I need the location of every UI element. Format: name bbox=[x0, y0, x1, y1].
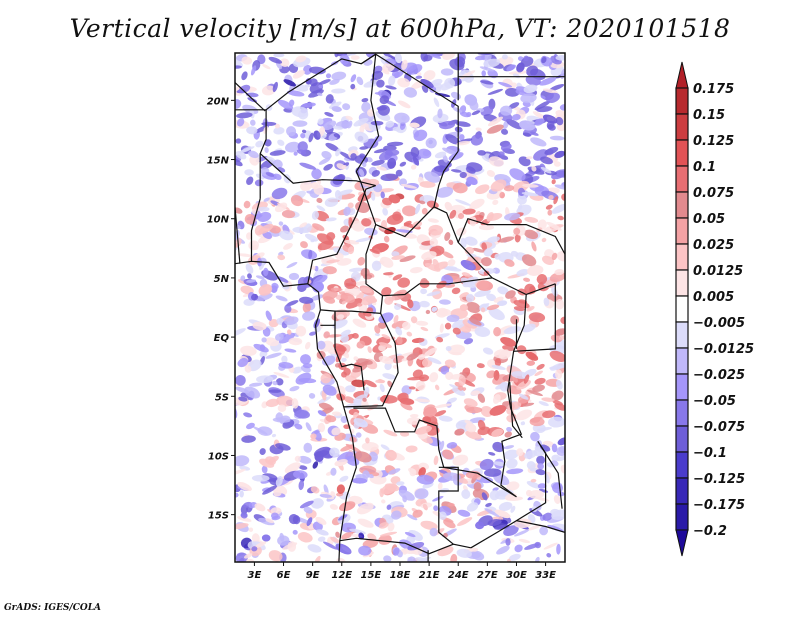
x-tick-label: 30E bbox=[506, 570, 527, 581]
colorbar-box bbox=[675, 295, 689, 323]
border-line bbox=[433, 150, 459, 208]
colorbar-box bbox=[675, 477, 689, 505]
border-line bbox=[235, 260, 357, 562]
border-line bbox=[339, 537, 454, 555]
x-tick-label: 33E bbox=[535, 570, 556, 581]
x-tick-label: 3E bbox=[248, 570, 262, 581]
y-tick-label: EQ bbox=[214, 333, 230, 344]
colorbar: 0.175 0.15 0.125 0.1 0.075 0.05 0.025 0.0125 0.0… bbox=[675, 61, 754, 557]
x-tick-label: 9E bbox=[306, 570, 320, 581]
colorbar-label: 0.175 bbox=[693, 82, 734, 97]
country-borders bbox=[235, 53, 565, 562]
colorbar-box bbox=[675, 269, 689, 297]
colorbar-max-arrow bbox=[675, 61, 689, 89]
y-tick-label: 20N bbox=[207, 96, 230, 107]
y-tick-label: 15N bbox=[207, 156, 230, 167]
colorbar-box bbox=[675, 217, 689, 245]
border-line bbox=[457, 217, 565, 255]
border-line bbox=[513, 283, 556, 352]
border-line bbox=[259, 109, 267, 199]
x-tick-label: 12E bbox=[331, 570, 352, 581]
colorbar-label: 0.0125 bbox=[693, 264, 743, 279]
colorbar-label: −0.05 bbox=[693, 394, 736, 409]
colorbar-box bbox=[675, 243, 689, 271]
colorbar-box bbox=[675, 451, 689, 479]
border-line bbox=[382, 277, 493, 297]
colorbar-label: −0.1 bbox=[693, 446, 727, 461]
y-tick-label: 10S bbox=[208, 451, 229, 462]
border-line bbox=[259, 153, 376, 187]
colorbar-box bbox=[675, 503, 689, 531]
y-tick-label: 10N bbox=[207, 215, 230, 226]
y-tick-label: 5N bbox=[214, 274, 230, 285]
border-line bbox=[355, 54, 380, 172]
colorbar-box bbox=[675, 87, 689, 115]
colorbar-label: 0.025 bbox=[693, 238, 734, 253]
border-line bbox=[307, 185, 376, 284]
border-line bbox=[360, 53, 459, 152]
colorbar-box bbox=[675, 113, 689, 141]
colorbar-box bbox=[675, 399, 689, 427]
colorbar-label: 0.15 bbox=[693, 108, 725, 123]
y-axis: 20N 15N 10N 5N EQ 5S 10S 15S bbox=[207, 96, 235, 522]
x-axis: 3E 6E 9E 12E 15E 18E 21E 24E 27E 30E 33E bbox=[248, 562, 556, 581]
y-tick-label: 15S bbox=[208, 511, 229, 522]
colorbar-label: −0.0125 bbox=[693, 342, 754, 357]
colorbar-label: 0.075 bbox=[693, 186, 734, 201]
border-line bbox=[334, 311, 365, 391]
x-tick-label: 6E bbox=[277, 570, 291, 581]
colorbar-label: −0.075 bbox=[693, 420, 745, 435]
border-line bbox=[250, 198, 261, 262]
border-line bbox=[355, 171, 556, 296]
colorbar-label: 0.005 bbox=[693, 290, 734, 305]
colorbar-label: −0.025 bbox=[693, 368, 745, 383]
velocity-field bbox=[235, 53, 565, 562]
border-line bbox=[353, 294, 527, 498]
grads-credit: GrADS: IGES/COLA bbox=[4, 603, 102, 613]
border-line bbox=[509, 382, 523, 439]
y-tick-label: 5S bbox=[215, 392, 229, 403]
border-line bbox=[516, 440, 547, 522]
chart-title: Vertical velocity [m/s] at 600hPa, VT: 2… bbox=[69, 14, 731, 43]
colorbar-box bbox=[675, 321, 689, 349]
x-tick-label: 24E bbox=[448, 570, 469, 581]
colorbar-label: −0.175 bbox=[693, 498, 745, 513]
colorbar-box bbox=[675, 373, 689, 401]
colorbar-label: 0.1 bbox=[693, 160, 716, 175]
colorbar-box bbox=[675, 191, 689, 219]
border-line bbox=[235, 206, 241, 264]
colorbar-box bbox=[675, 425, 689, 453]
colorbar-box bbox=[675, 139, 689, 167]
border-line bbox=[320, 224, 384, 315]
colorbar-label: 0.05 bbox=[693, 212, 725, 227]
colorbar-box bbox=[675, 347, 689, 375]
x-tick-label: 21E bbox=[419, 570, 440, 581]
border-line bbox=[343, 313, 399, 408]
colorbar-box bbox=[675, 165, 689, 193]
x-tick-label: 27E bbox=[477, 570, 498, 581]
border-line bbox=[235, 82, 266, 112]
colorbar-label: −0.2 bbox=[693, 524, 727, 539]
x-tick-label: 18E bbox=[390, 570, 411, 581]
colorbar-label: 0.125 bbox=[693, 134, 734, 149]
colorbar-min-arrow bbox=[675, 529, 689, 557]
colorbar-label: −0.005 bbox=[693, 316, 745, 331]
x-tick-label: 15E bbox=[361, 570, 382, 581]
colorbar-label: −0.125 bbox=[693, 472, 745, 487]
